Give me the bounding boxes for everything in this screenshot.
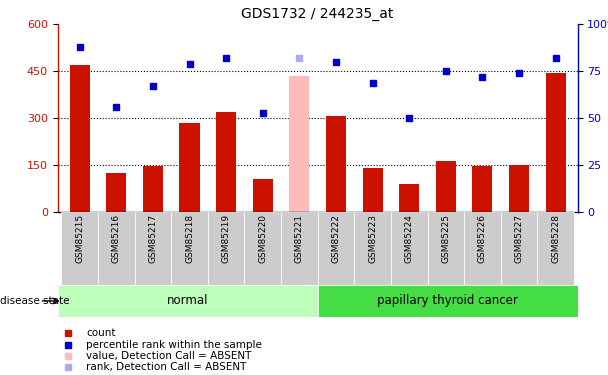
Text: rank, Detection Call = ABSENT: rank, Detection Call = ABSENT (86, 362, 247, 372)
Bar (179, 123, 199, 212)
Bar (501, 212, 537, 285)
Text: GSM85218: GSM85218 (185, 214, 194, 263)
Bar (472, 166, 492, 212)
Text: GSM85220: GSM85220 (258, 214, 268, 263)
Text: normal: normal (167, 294, 209, 307)
Text: GSM85215: GSM85215 (75, 214, 85, 263)
Text: GSM85222: GSM85222 (331, 214, 340, 263)
Text: GSM85216: GSM85216 (112, 214, 121, 263)
Bar (106, 173, 126, 212)
Text: papillary thyroid cancer: papillary thyroid cancer (377, 294, 518, 307)
Text: GSM85221: GSM85221 (295, 214, 304, 263)
Bar (427, 212, 464, 285)
Bar (216, 112, 237, 212)
Bar (537, 212, 574, 285)
Text: GSM85217: GSM85217 (148, 214, 157, 263)
Bar (326, 116, 346, 212)
Bar (143, 166, 163, 212)
Bar (354, 212, 391, 285)
Bar (70, 65, 90, 212)
Bar (317, 285, 578, 317)
Bar (281, 212, 317, 285)
Bar (244, 212, 281, 285)
Text: GSM85228: GSM85228 (551, 214, 560, 263)
Bar (61, 212, 98, 285)
Bar (362, 168, 382, 212)
Bar (58, 285, 317, 317)
Bar (208, 212, 244, 285)
Bar (171, 212, 208, 285)
Text: GSM85224: GSM85224 (405, 214, 413, 263)
Text: percentile rank within the sample: percentile rank within the sample (86, 340, 262, 350)
Text: value, Detection Call = ABSENT: value, Detection Call = ABSENT (86, 351, 252, 361)
Text: GSM85227: GSM85227 (514, 214, 523, 263)
Bar (436, 161, 456, 212)
Bar (545, 74, 565, 212)
Text: disease state: disease state (0, 296, 69, 306)
Text: GSM85226: GSM85226 (478, 214, 487, 263)
Bar (253, 179, 273, 212)
Text: GSM85219: GSM85219 (222, 214, 230, 263)
Text: GSM85225: GSM85225 (441, 214, 451, 263)
Bar (317, 212, 354, 285)
Bar (464, 212, 501, 285)
Bar (509, 165, 529, 212)
Bar (399, 184, 420, 212)
Bar (391, 212, 427, 285)
Bar (98, 212, 134, 285)
Bar (134, 212, 171, 285)
Text: count: count (86, 328, 116, 339)
Title: GDS1732 / 244235_at: GDS1732 / 244235_at (241, 7, 394, 21)
Bar (289, 76, 309, 212)
Text: GSM85223: GSM85223 (368, 214, 377, 263)
